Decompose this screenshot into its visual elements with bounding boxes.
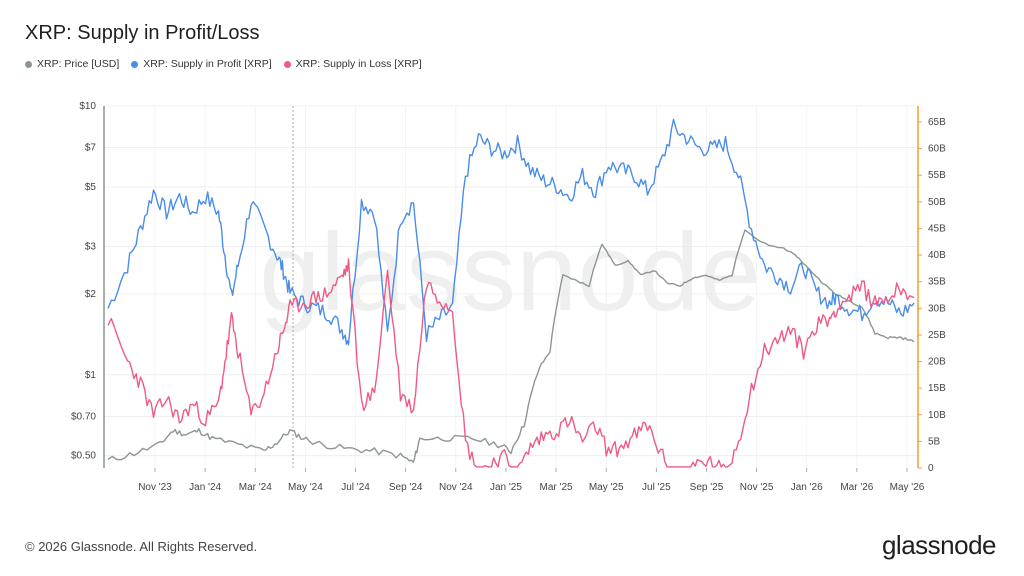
right-tick-label: 30B: [928, 303, 946, 314]
watermark: glassnode: [259, 211, 761, 334]
right-tick-label: 35B: [928, 277, 946, 288]
x-tick-label: Jan '26: [791, 482, 823, 493]
left-tick-label: $2: [85, 289, 97, 300]
copyright-text: © 2026 Glassnode. All Rights Reserved.: [25, 539, 258, 554]
x-tick-label: Nov '23: [138, 482, 172, 493]
legend-label-loss: XRP: Supply in Loss [XRP]: [295, 58, 422, 70]
left-tick-label: $0.50: [71, 451, 96, 462]
legend-item-price[interactable]: XRP: Price [USD]: [25, 58, 119, 70]
legend-label-price: XRP: Price [USD]: [37, 58, 120, 70]
x-tick-label: Jan '24: [189, 482, 221, 493]
left-tick-label: $10: [79, 101, 96, 112]
right-tick-label: 20B: [928, 357, 946, 368]
x-tick-label: Sep '24: [389, 482, 423, 493]
right-tick-label: 0: [928, 463, 934, 474]
x-axis: Nov '23 Jan '24 Mar '24 May '24 Jul '24 Sep '…: [138, 468, 925, 493]
x-tick-label: Sep '25: [690, 482, 724, 493]
series-lines: [107, 118, 915, 468]
right-tick-label: 5B: [928, 436, 941, 447]
supply-in-profit-line: [107, 118, 915, 346]
chart-legend: XRP: Price [USD] XRP: Supply in Profit […: [25, 58, 422, 70]
x-tick-label: Nov '24: [439, 482, 473, 493]
chart-title: XRP: Supply in Profit/Loss: [25, 22, 260, 44]
right-tick-label: 65B: [928, 117, 946, 128]
x-tick-label: Jan '25: [490, 482, 522, 493]
left-axis: $0.50 $0.70 $1 $2 $3 $5 $7 $10: [71, 101, 105, 468]
x-tick-label: Mar '26: [840, 482, 873, 493]
x-tick-label: Mar '24: [239, 482, 272, 493]
right-axis: 0 5B 10B 15B 20B 25B 30B 35B 40B 45B 50B 55B 60B 65B: [917, 106, 946, 474]
left-tick-label: $3: [85, 242, 97, 253]
x-tick-label: May '25: [589, 482, 624, 493]
right-tick-label: 15B: [928, 383, 946, 394]
supply-in-loss-line: [107, 258, 915, 468]
x-tick-label: Jul '25: [642, 482, 671, 493]
left-tick-label: $0.70: [71, 411, 96, 422]
x-tick-label: May '24: [288, 482, 323, 493]
right-tick-label: 55B: [928, 170, 946, 181]
price-line: [107, 229, 915, 463]
left-tick-label: $7: [85, 143, 97, 154]
right-tick-label: 50B: [928, 197, 946, 208]
x-tick-label: May '26: [890, 482, 925, 493]
left-tick-label: $1: [85, 370, 97, 381]
brand-logo: glassnode: [881, 530, 997, 560]
right-tick-label: 10B: [928, 410, 946, 421]
grid-lines: [104, 105, 918, 468]
right-tick-label: 40B: [928, 250, 946, 261]
right-tick-label: 60B: [928, 144, 946, 155]
legend-dot-price: [25, 60, 32, 68]
x-tick-label: Nov '25: [740, 482, 774, 493]
right-tick-label: 25B: [928, 330, 946, 341]
legend-item-loss[interactable]: XRP: Supply in Loss [XRP]: [283, 58, 422, 70]
x-tick-label: Jul '24: [341, 482, 370, 493]
right-tick-label: 45B: [928, 223, 946, 234]
legend-item-profit[interactable]: XRP: Supply in Profit [XRP]: [131, 58, 272, 70]
legend-label-profit: XRP: Supply in Profit [XRP]: [143, 58, 272, 70]
legend-dot-loss: [283, 60, 291, 68]
left-tick-label: $5: [85, 182, 97, 193]
legend-dot-profit: [131, 60, 139, 68]
x-tick-label: Mar '25: [540, 482, 573, 493]
